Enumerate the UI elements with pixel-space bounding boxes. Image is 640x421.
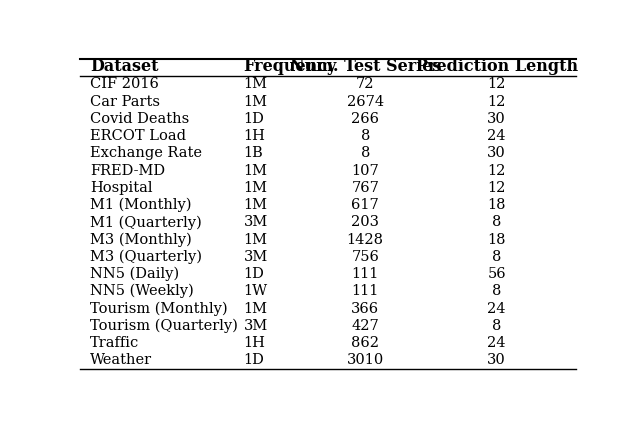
Text: 24: 24	[488, 129, 506, 143]
Text: 1D: 1D	[244, 353, 264, 367]
Text: ERCOT Load: ERCOT Load	[90, 129, 186, 143]
Text: 56: 56	[487, 267, 506, 281]
Text: 1H: 1H	[244, 129, 266, 143]
Text: M3 (Quarterly): M3 (Quarterly)	[90, 250, 202, 264]
Text: Tourism (Quarterly): Tourism (Quarterly)	[90, 319, 238, 333]
Text: 266: 266	[351, 112, 379, 126]
Text: 1M: 1M	[244, 77, 268, 91]
Text: Tourism (Monthly): Tourism (Monthly)	[90, 301, 228, 316]
Text: 12: 12	[488, 77, 506, 91]
Text: Dataset: Dataset	[90, 58, 159, 75]
Text: 8: 8	[492, 284, 501, 298]
Text: 767: 767	[351, 181, 379, 195]
Text: Covid Deaths: Covid Deaths	[90, 112, 189, 126]
Text: 24: 24	[488, 336, 506, 350]
Text: 18: 18	[488, 198, 506, 212]
Text: NN5 (Daily): NN5 (Daily)	[90, 267, 179, 281]
Text: 862: 862	[351, 336, 379, 350]
Text: M3 (Monthly): M3 (Monthly)	[90, 232, 191, 247]
Text: 72: 72	[356, 77, 374, 91]
Text: 617: 617	[351, 198, 379, 212]
Text: 756: 756	[351, 250, 379, 264]
Text: 107: 107	[351, 164, 379, 178]
Text: Car Parts: Car Parts	[90, 95, 160, 109]
Text: Frequency: Frequency	[244, 58, 337, 75]
Text: Prediction Length: Prediction Length	[415, 58, 578, 75]
Text: Exchange Rate: Exchange Rate	[90, 147, 202, 160]
Text: 1B: 1B	[244, 147, 264, 160]
Text: 2674: 2674	[347, 95, 384, 109]
Text: 1W: 1W	[244, 284, 268, 298]
Text: 8: 8	[360, 129, 370, 143]
Text: 3M: 3M	[244, 250, 268, 264]
Text: 3010: 3010	[347, 353, 384, 367]
Text: 8: 8	[492, 319, 501, 333]
Text: Num. Test Series: Num. Test Series	[289, 58, 441, 75]
Text: 8: 8	[492, 215, 501, 229]
Text: FRED-MD: FRED-MD	[90, 164, 165, 178]
Text: 3M: 3M	[244, 215, 268, 229]
Text: 1M: 1M	[244, 232, 268, 247]
Text: 3M: 3M	[244, 319, 268, 333]
Text: Traffic: Traffic	[90, 336, 139, 350]
Text: M1 (Quarterly): M1 (Quarterly)	[90, 215, 202, 229]
Text: Weather: Weather	[90, 353, 152, 367]
Text: 1M: 1M	[244, 301, 268, 315]
Text: 111: 111	[351, 284, 379, 298]
Text: Hospital: Hospital	[90, 181, 152, 195]
Text: NN5 (Weekly): NN5 (Weekly)	[90, 284, 194, 298]
Text: 427: 427	[351, 319, 379, 333]
Text: 1M: 1M	[244, 181, 268, 195]
Text: 1H: 1H	[244, 336, 266, 350]
Text: 12: 12	[488, 95, 506, 109]
Text: 111: 111	[351, 267, 379, 281]
Text: 12: 12	[488, 181, 506, 195]
Text: 203: 203	[351, 215, 379, 229]
Text: 30: 30	[487, 147, 506, 160]
Text: M1 (Monthly): M1 (Monthly)	[90, 198, 191, 212]
Text: 30: 30	[487, 353, 506, 367]
Text: CIF 2016: CIF 2016	[90, 77, 159, 91]
Text: 366: 366	[351, 301, 380, 315]
Text: 1M: 1M	[244, 95, 268, 109]
Text: 8: 8	[360, 147, 370, 160]
Text: 8: 8	[492, 250, 501, 264]
Text: 1M: 1M	[244, 198, 268, 212]
Text: 24: 24	[488, 301, 506, 315]
Text: 1428: 1428	[347, 232, 384, 247]
Text: 18: 18	[488, 232, 506, 247]
Text: 1D: 1D	[244, 267, 264, 281]
Text: 1D: 1D	[244, 112, 264, 126]
Text: 1M: 1M	[244, 164, 268, 178]
Text: 12: 12	[488, 164, 506, 178]
Text: 30: 30	[487, 112, 506, 126]
